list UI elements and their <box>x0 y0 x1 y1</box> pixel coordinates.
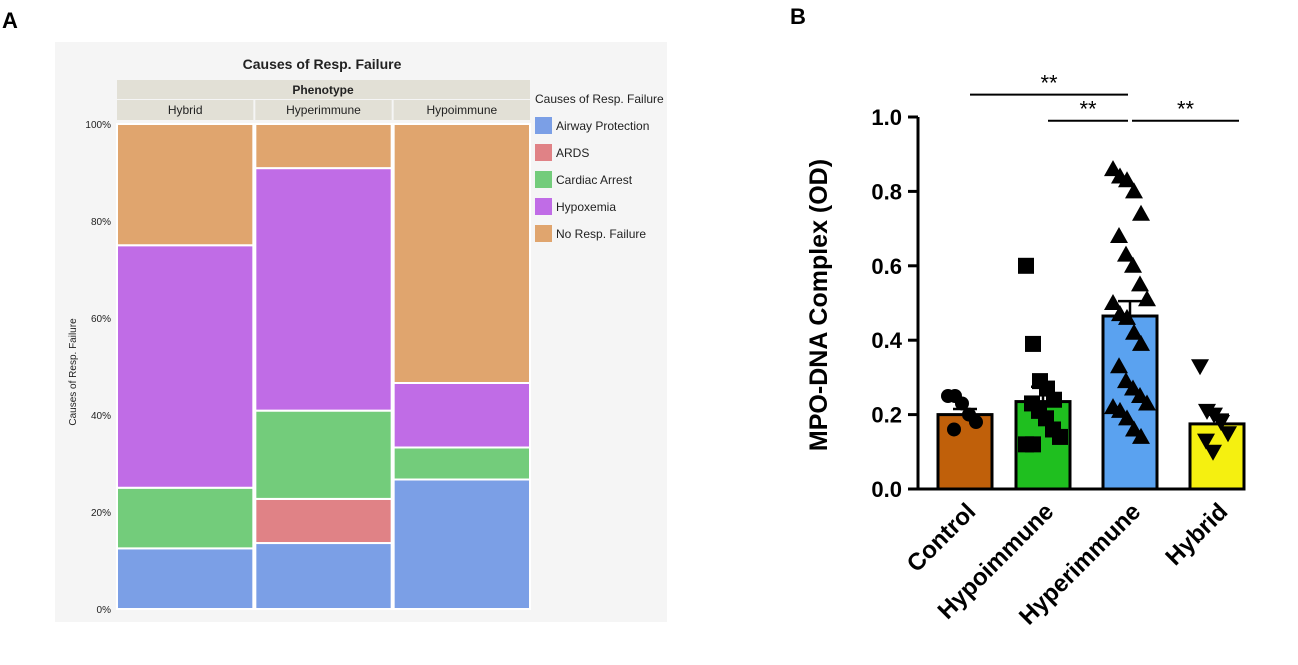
data-point <box>1110 357 1128 374</box>
mosaic-segment <box>116 486 255 550</box>
facet-column-header <box>393 100 530 120</box>
mosaic-y-tick: 20% <box>91 508 111 519</box>
y-tick-label: 0.2 <box>871 403 902 428</box>
facet-column-header <box>255 100 392 120</box>
mosaic-segment <box>392 381 531 449</box>
data-point <box>1117 245 1135 262</box>
data-point <box>1204 444 1222 461</box>
facet-title: Phenotype <box>292 83 354 97</box>
data-point <box>1191 359 1209 376</box>
data-point <box>1219 426 1237 443</box>
data-point <box>1124 256 1142 273</box>
panel-b-label: B <box>790 4 806 29</box>
mosaic-segment <box>254 497 393 545</box>
bar-scatter-chart: MPO-DNA Complex (OD) 0.00.20.40.60.81.0 … <box>805 71 1246 630</box>
mosaic-segment <box>392 478 531 610</box>
data-point <box>1118 308 1136 325</box>
legend-swatch <box>535 171 552 188</box>
data-point <box>1138 290 1156 307</box>
significance-label: ** <box>1177 97 1195 122</box>
data-point <box>1197 433 1215 450</box>
data-point <box>969 415 983 430</box>
y-tick-label: 0.8 <box>871 179 902 204</box>
significance-label: ** <box>1040 71 1058 96</box>
y-tick-label: 0.6 <box>871 254 902 279</box>
legend-item: Cardiac Arrest <box>556 173 633 187</box>
mosaic-segment <box>116 123 255 247</box>
data-point <box>955 396 969 411</box>
legend-swatch <box>535 117 552 134</box>
mosaic-segment <box>254 409 393 500</box>
data-point <box>947 422 961 437</box>
y-tick-label: 1.0 <box>871 105 902 130</box>
mosaic-title: Causes of Resp. Failure <box>243 56 402 72</box>
legend-item: Hypoxemia <box>556 200 616 214</box>
data-point <box>1052 428 1068 445</box>
mosaic-y-tick: 40% <box>91 411 111 422</box>
data-point <box>1132 427 1150 444</box>
mosaic-segment <box>254 542 393 611</box>
mosaic-y-tick: 100% <box>85 120 111 131</box>
data-point <box>1212 415 1230 432</box>
data-point <box>1118 171 1136 188</box>
data-point <box>1118 409 1136 426</box>
data-point <box>1125 182 1143 199</box>
y-tick-label: 0.0 <box>871 477 902 502</box>
bar-y-label: MPO-DNA Complex (OD) <box>805 159 833 451</box>
legend-item: No Resp. Failure <box>556 227 646 241</box>
data-point <box>1132 204 1150 221</box>
mosaic-y-tick: 60% <box>91 314 111 325</box>
data-point <box>1110 227 1128 244</box>
facet-column-header <box>117 100 254 120</box>
significance-label: ** <box>1079 97 1097 122</box>
mosaic-chart: Causes of Resp. Failure Phenotype Causes… <box>55 42 667 622</box>
data-point <box>1132 334 1150 351</box>
data-point <box>1125 323 1143 340</box>
panel-a-label: A <box>2 8 18 33</box>
mosaic-y-label: Causes of Resp. Failure <box>68 318 79 426</box>
legend-item: Airway Protection <box>556 119 649 133</box>
mosaic-segment <box>392 446 531 481</box>
data-point <box>1131 275 1149 292</box>
mosaic-segment <box>116 547 255 610</box>
legend-swatch <box>535 144 552 161</box>
legend-title: Causes of Resp. Failure <box>535 92 664 106</box>
legend-swatch <box>535 225 552 242</box>
legend-swatch <box>535 198 552 215</box>
facet-header <box>117 80 530 99</box>
mosaic-y-tick: 80% <box>91 217 111 228</box>
bar <box>936 413 994 491</box>
mosaic-segment <box>392 123 531 384</box>
data-point <box>1138 394 1156 411</box>
category-label: Hypoimmune <box>426 103 497 117</box>
data-point <box>1018 257 1034 274</box>
category-label: Hybrid <box>168 103 203 117</box>
mosaic-y-tick: 0% <box>97 605 112 616</box>
x-category-label: Hybrid <box>1160 498 1233 571</box>
category-label: Hyperimmune <box>286 103 361 117</box>
x-category-label: Control <box>902 498 981 577</box>
data-point <box>1104 294 1122 310</box>
data-point <box>1046 391 1062 408</box>
mosaic-segment <box>254 123 393 170</box>
mosaic-segment <box>116 244 255 489</box>
data-point <box>1025 436 1041 453</box>
data-point <box>1025 335 1041 352</box>
y-tick-label: 0.4 <box>871 328 902 353</box>
mosaic-segment <box>254 167 393 412</box>
legend-item: ARDS <box>556 146 589 160</box>
